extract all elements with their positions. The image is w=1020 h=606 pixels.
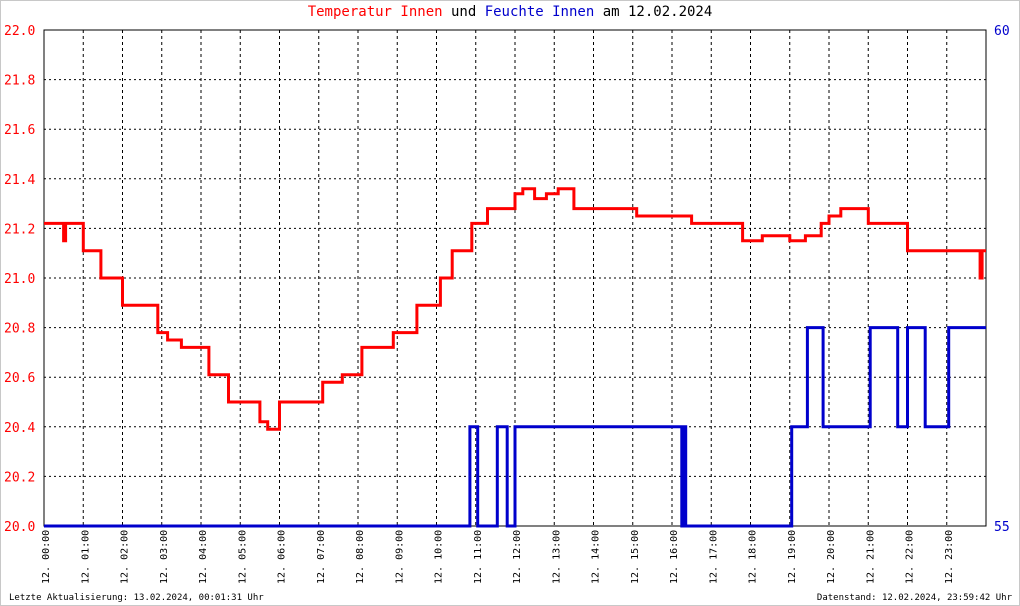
x-tick-label: 12. 14:00 — [591, 530, 602, 584]
x-tick-label: 12. 15:00 — [630, 530, 641, 584]
data-status-text: Datenstand: 12.02.2024, 23:59:42 Uhr — [816, 593, 1012, 603]
y-left-tick-label: 21.0 — [4, 272, 35, 287]
x-tick-label: 12. 02:00 — [120, 530, 131, 584]
y-left-tick-label: 21.6 — [4, 123, 35, 138]
x-tick-label: 12. 13:00 — [551, 530, 562, 584]
chart-title: Temperatur Innen und Feuchte Innen am 12… — [0, 4, 1020, 20]
x-tick-label: 12. 20:00 — [826, 530, 837, 584]
title-temperature: Temperatur Innen — [307, 4, 443, 20]
x-tick-label: 12. 18:00 — [748, 530, 759, 584]
y-left-tick-label: 20.8 — [4, 322, 35, 337]
x-tick-label: 12. 11:00 — [473, 530, 484, 584]
x-tick-label: 12. 09:00 — [394, 530, 405, 584]
y-left-tick-label: 21.4 — [4, 173, 35, 188]
y-left-tick-label: 21.8 — [4, 74, 35, 89]
x-tick-label: 12. 21:00 — [865, 530, 876, 584]
series — [44, 187, 986, 528]
title-date: am 12.02.2024 — [594, 4, 713, 20]
y-right-tick-label: 55 — [994, 520, 1010, 535]
last-update-text: Letzte Aktualisierung: 13.02.2024, 00:01… — [9, 593, 264, 603]
x-tick-label: 12. 19:00 — [787, 530, 798, 584]
x-tick-label: 12. 10:00 — [434, 530, 445, 584]
tick-labels: 20.0 20.2 20.4 20.6 20.8 21.0 21.2 21.4 21.6 21.8… — [4, 24, 1010, 584]
x-tick-label: 12. 17:00 — [708, 530, 719, 584]
y-right-tick-label: 60 — [994, 24, 1010, 39]
x-tick-label: 12. 00:00 — [41, 530, 52, 584]
y-left-tick-label: 20.0 — [4, 520, 35, 535]
x-tick-label: 12. 22:00 — [905, 530, 916, 584]
x-tick-label: 12. 01:00 — [80, 530, 91, 584]
x-tick-label: 12. 08:00 — [355, 530, 366, 584]
y-left-tick-label: 20.6 — [4, 371, 35, 386]
x-tick-label: 12. 05:00 — [237, 530, 248, 584]
y-left-tick-label: 20.4 — [4, 421, 35, 436]
x-tick-label: 12. 07:00 — [316, 530, 327, 584]
title-and: und — [442, 4, 485, 20]
x-tick-label: 12. 03:00 — [159, 530, 170, 584]
series-temperature-line — [44, 187, 986, 431]
x-tick-label: 12. 04:00 — [198, 530, 209, 584]
y-left-tick-label: 21.2 — [4, 222, 35, 237]
series-humidity-line — [44, 326, 986, 528]
y-left-tick-label: 22.0 — [4, 24, 35, 39]
title-humidity: Feuchte Innen — [484, 4, 595, 20]
x-tick-label: 12. 12:00 — [512, 530, 523, 584]
y-left-tick-label: 20.2 — [4, 470, 35, 485]
x-tick-label: 12. 16:00 — [669, 530, 680, 584]
x-tick-label: 12. 06:00 — [277, 530, 288, 584]
x-tick-label: 12. 23:00 — [944, 530, 955, 584]
